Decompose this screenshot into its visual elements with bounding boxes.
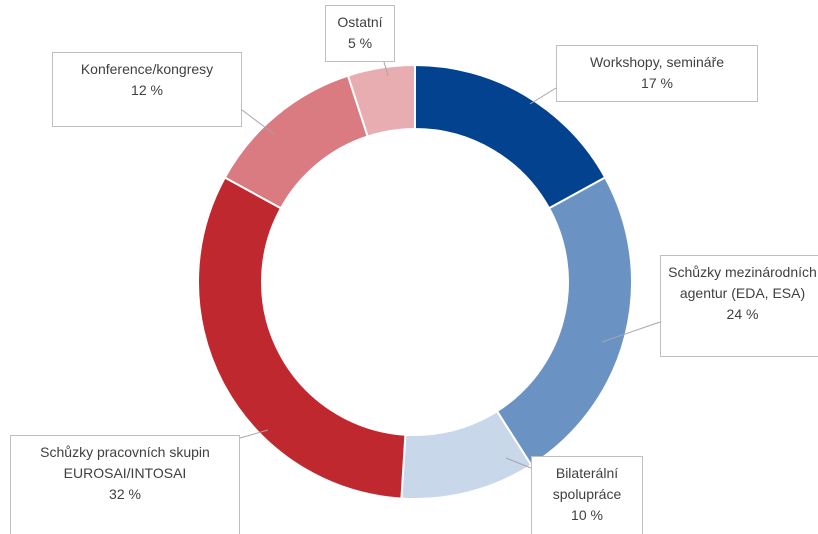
leader-line <box>383 61 389 77</box>
donut-slice <box>196 176 407 500</box>
data-label: Workshopy, semináře 17 % <box>556 45 758 102</box>
data-label: Schůzky mezinárodních agentur (EDA, ESA)… <box>660 255 818 357</box>
value-label: 17 % <box>641 75 673 91</box>
category-label: Workshopy, semináře <box>589 54 725 70</box>
data-label: Ostatní 5 % <box>325 5 395 62</box>
category-label: Schůzky mezinárodních agentur (EDA, ESA) <box>668 264 817 301</box>
value-label: 24 % <box>726 306 759 322</box>
category-label: Konference/kongresy <box>80 61 214 77</box>
value-label: 10 % <box>571 507 603 523</box>
value-label: 32 % <box>109 486 141 502</box>
leader-line <box>529 87 557 105</box>
leader-line <box>505 457 532 469</box>
category-label: Bilaterální spolupráce <box>552 465 622 502</box>
category-label: Schůzky pracovních skupin EUROSAI/INTOSA… <box>40 444 210 481</box>
data-label: Konference/kongresy 12 % <box>52 52 242 127</box>
donut-slice <box>495 176 633 467</box>
data-label: Bilaterální spolupráce 10 % <box>531 456 643 534</box>
leader-line <box>239 429 269 439</box>
donut-slice <box>346 63 416 138</box>
value-label: 5 % <box>347 35 373 51</box>
leader-line <box>601 321 661 343</box>
category-label: Ostatní <box>337 14 383 30</box>
donut-slice <box>223 74 369 210</box>
data-label: Schůzky pracovních skupin EUROSAI/INTOSA… <box>10 435 240 534</box>
value-label: 12 % <box>131 82 163 98</box>
leader-line <box>241 109 275 135</box>
